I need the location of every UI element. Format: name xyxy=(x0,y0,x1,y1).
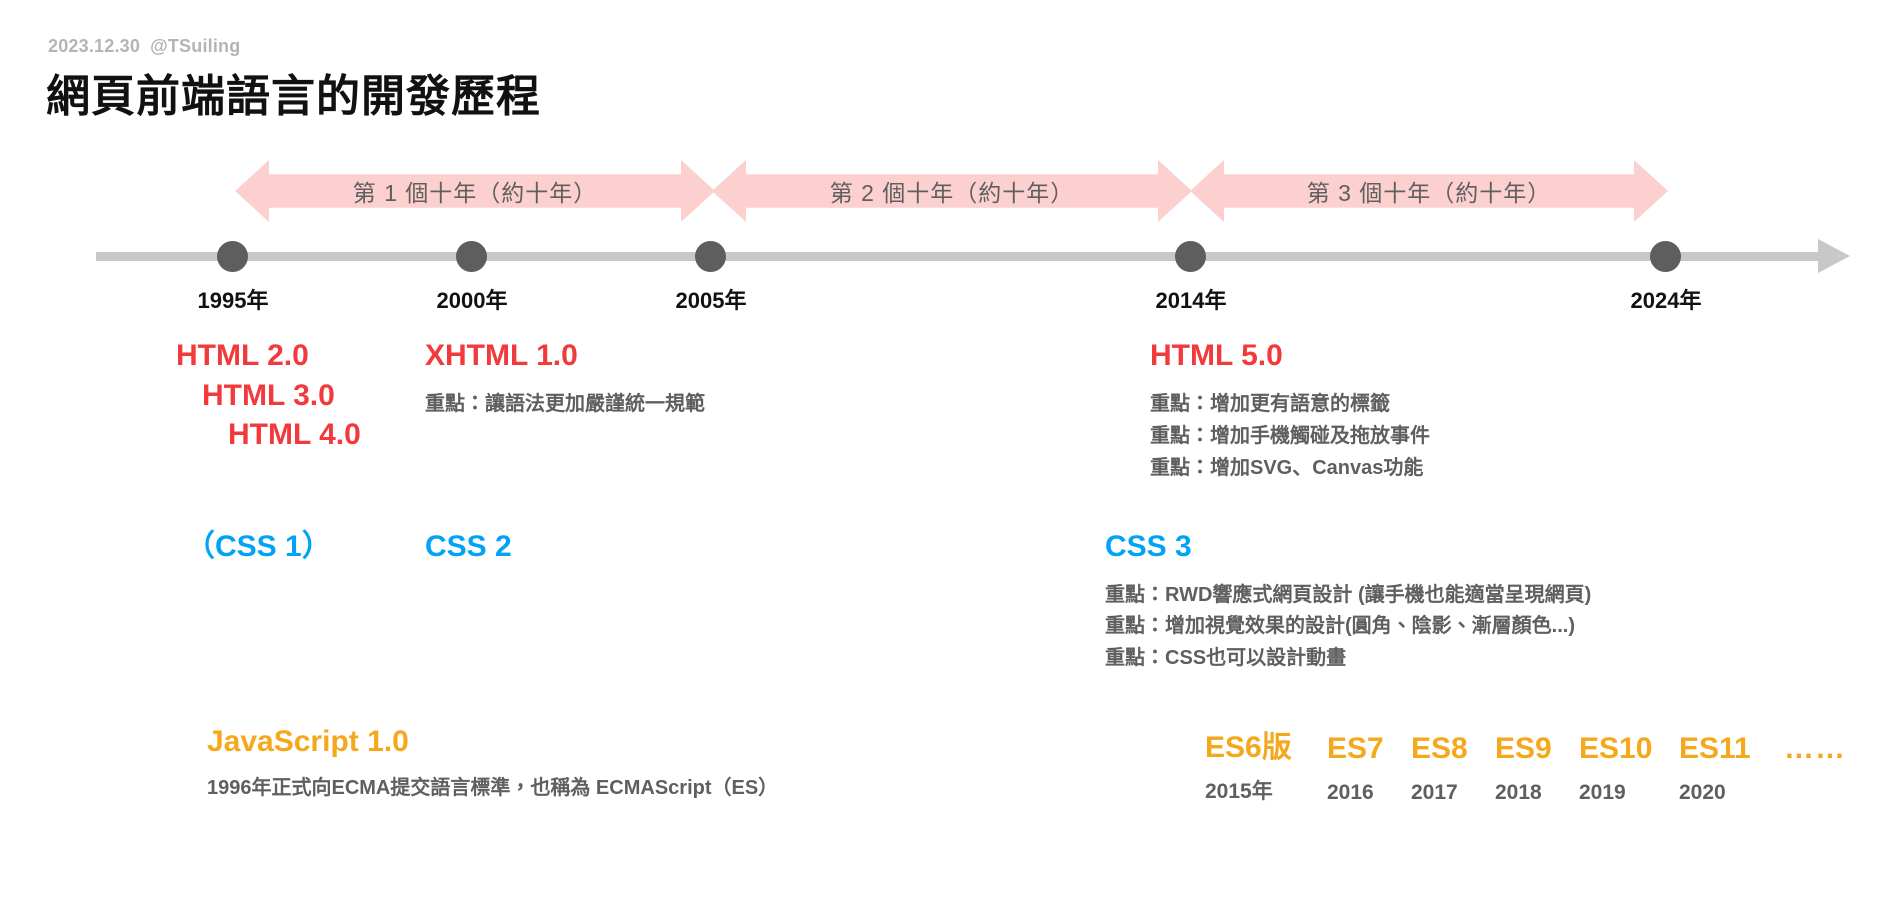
es-version-4: ES10 xyxy=(1579,732,1653,765)
es-version-3: ES9 xyxy=(1495,732,1552,765)
xhtml-note-1: 重點：讓語法更加嚴謹統一規範 xyxy=(425,392,705,415)
timeline-axis xyxy=(96,252,1820,261)
es-year-6 xyxy=(1784,796,1884,805)
css3-note-3: 重點：CSS也可以設計動畫 xyxy=(1105,646,1347,669)
decade-label-3: 第 3 個十年（約十年） xyxy=(1306,180,1552,206)
decade-band: 第 1 個十年（約十年） 第 2 個十年（約十年） 第 3 個十年（約十年） xyxy=(0,160,1900,222)
es-year-1: 2016 xyxy=(1327,781,1374,804)
es-version-ellipsis: …… xyxy=(1784,732,1846,765)
entry-html-early: HTML 2.0 HTML 3.0 HTML 4.0 xyxy=(176,336,361,455)
html-version-3: HTML 3.0 xyxy=(202,378,335,412)
page-title: 網頁前端語言的開發歷程 xyxy=(46,72,541,121)
timeline-axis-arrowhead-icon xyxy=(1818,239,1850,273)
decade-arrow-1: 第 1 個十年（約十年） xyxy=(235,160,715,222)
decade-label-1: 第 1 個十年（約十年） xyxy=(352,180,598,206)
html-version-2: HTML 2.0 xyxy=(176,339,309,372)
byline: 2023.12.30 @TSuiling xyxy=(48,36,240,57)
entry-css2: CSS 2 xyxy=(425,527,512,567)
css1-title: （CSS 1） xyxy=(185,530,332,563)
html5-title: HTML 5.0 xyxy=(1150,339,1283,372)
es-version-2: ES8 xyxy=(1411,732,1468,765)
byline-handle: @TSuiling xyxy=(150,36,241,56)
javascript-title: JavaScript 1.0 xyxy=(207,725,409,758)
decade-arrow-2: 第 2 個十年（約十年） xyxy=(712,160,1192,222)
javascript-note-1: 1996年正式向ECMA提交語言標準，也稱為 ECMAScript（ES） xyxy=(207,776,779,799)
entry-xhtml: XHTML 1.0 重點：讓語法更加嚴謹統一規範 xyxy=(425,336,705,420)
es-year-5: 2020 xyxy=(1679,781,1726,804)
axis-year-label-5: 2024年 xyxy=(1630,288,1702,313)
css3-note-1: 重點：RWD響應式網頁設計 (讓手機也能適當呈現網頁) xyxy=(1105,583,1592,606)
axis-year-label-3: 2005年 xyxy=(675,288,747,313)
entry-javascript: JavaScript 1.0 1996年正式向ECMA提交語言標準，也稱為 EC… xyxy=(207,722,778,804)
css3-title: CSS 3 xyxy=(1105,530,1192,563)
es-version-row: ES6版 ES7 ES8 ES9 ES10 ES11 …… xyxy=(1205,722,1884,766)
axis-dot-2014 xyxy=(1175,241,1206,272)
xhtml-title: XHTML 1.0 xyxy=(425,339,578,372)
byline-date: 2023.12.30 xyxy=(48,36,141,56)
decade-arrow-3: 第 3 個十年（約十年） xyxy=(1190,160,1668,222)
es-year-row: 2015年 2016 2017 2018 2019 2020 xyxy=(1205,766,1884,805)
css3-note-2: 重點：增加視覺效果的設計(圓角、陰影、漸層顏色...) xyxy=(1105,615,1575,638)
html5-note-2: 重點：增加手機觸碰及拖放事件 xyxy=(1150,424,1430,447)
es-year-4: 2019 xyxy=(1579,781,1626,804)
entry-css1: （CSS 1） xyxy=(185,527,332,567)
es-version-5: ES11 xyxy=(1679,732,1751,765)
es-version-0: ES6版 xyxy=(1205,731,1292,764)
axis-dot-1995 xyxy=(217,241,248,272)
css2-title: CSS 2 xyxy=(425,530,512,563)
html5-note-1: 重點：增加更有語意的標籤 xyxy=(1150,392,1390,415)
html-version-4: HTML 4.0 xyxy=(228,418,361,452)
decade-label-2: 第 2 個十年（約十年） xyxy=(829,180,1075,206)
axis-year-label-1: 1995年 xyxy=(197,288,269,313)
axis-dot-2005 xyxy=(695,241,726,272)
es-year-0: 2015年 xyxy=(1205,780,1273,803)
entry-css3: CSS 3 重點：RWD響應式網頁設計 (讓手機也能適當呈現網頁) 重點：增加視… xyxy=(1105,527,1591,674)
html5-note-3: 重點：增加SVG、Canvas功能 xyxy=(1150,457,1424,480)
es-year-3: 2018 xyxy=(1495,781,1542,804)
entry-html5: HTML 5.0 重點：增加更有語意的標籤 重點：增加手機觸碰及拖放事件 重點：… xyxy=(1150,336,1430,485)
es-release-list: ES6版 ES7 ES8 ES9 ES10 ES11 …… 2015年 2016… xyxy=(1205,722,1884,805)
axis-dot-2000 xyxy=(456,241,487,272)
es-year-2: 2017 xyxy=(1411,781,1458,804)
axis-dot-2024 xyxy=(1650,241,1681,272)
es-version-1: ES7 xyxy=(1327,732,1384,765)
axis-year-label-2: 2000年 xyxy=(436,288,508,313)
axis-year-label-4: 2014年 xyxy=(1155,288,1227,313)
